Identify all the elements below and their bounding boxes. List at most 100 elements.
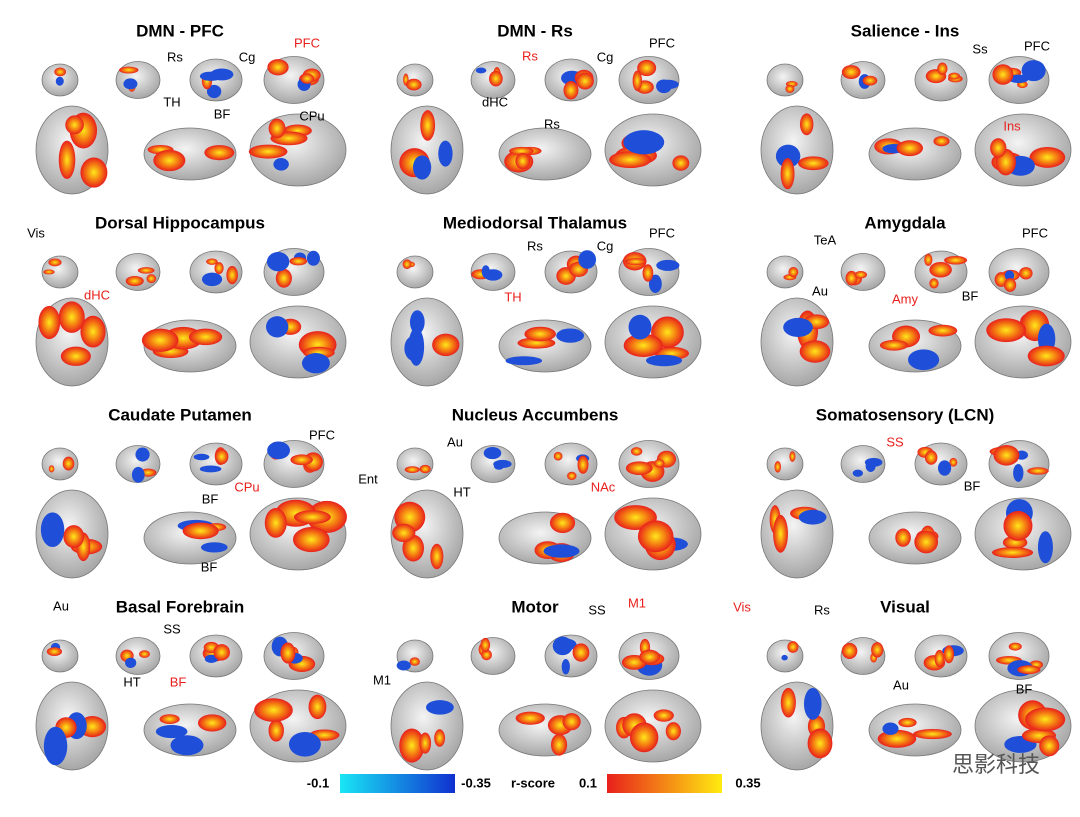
- negative-blob: [781, 654, 788, 661]
- brain-view: [766, 63, 804, 97]
- positive-blob: [1027, 467, 1049, 475]
- negative-blob: [408, 327, 425, 366]
- region-label: HT: [123, 674, 140, 689]
- positive-blob: [637, 59, 657, 77]
- positive-blob: [799, 340, 831, 363]
- colorbar-pos-max: 0.35: [735, 775, 760, 790]
- panel-title: Nucleus Accumbens: [452, 405, 619, 424]
- positive-blob: [898, 717, 917, 728]
- region-label: PFC: [294, 35, 320, 50]
- positive-blob: [642, 264, 654, 282]
- region-label: BF: [170, 674, 187, 689]
- brain-view: [115, 61, 161, 99]
- negative-blob: [483, 447, 502, 460]
- positive-blob: [119, 66, 139, 74]
- positive-blob: [402, 259, 412, 270]
- positive-blob: [896, 140, 924, 157]
- positive-blob: [63, 525, 85, 548]
- negative-blob: [556, 328, 585, 343]
- negative-blob: [206, 84, 222, 99]
- positive-blob: [159, 714, 180, 724]
- panel: DMN - Rs Rs dHC Cg PFC Rs: [390, 21, 702, 195]
- brain-view: [470, 445, 516, 483]
- positive-blob: [625, 258, 647, 266]
- positive-blob: [48, 465, 55, 473]
- region-label: PFC: [649, 35, 675, 50]
- region-label: TH: [504, 289, 521, 304]
- positive-blob: [1025, 707, 1066, 732]
- panel-title: Dorsal Hippocampus: [95, 213, 265, 232]
- region-label: TH: [163, 94, 180, 109]
- negative-blob: [623, 130, 665, 155]
- brain-view: [840, 445, 886, 483]
- negative-blob: [882, 722, 899, 735]
- negative-blob: [505, 356, 543, 366]
- positive-blob: [226, 265, 238, 285]
- positive-blob: [480, 637, 491, 653]
- positive-blob: [146, 274, 157, 284]
- region-label: Amy: [892, 291, 919, 306]
- region-label: Cg: [239, 49, 256, 64]
- positive-blob: [289, 257, 308, 266]
- positive-blob: [943, 645, 955, 664]
- negative-blob: [266, 316, 289, 338]
- positive-blob: [928, 324, 958, 337]
- positive-blob: [139, 650, 150, 658]
- brain-view: [766, 255, 804, 289]
- positive-blob: [841, 65, 861, 80]
- negative-blob: [1004, 270, 1015, 281]
- region-label: Vis: [733, 599, 751, 614]
- panel-title: Motor: [511, 597, 559, 616]
- positive-blob: [992, 64, 1014, 85]
- negative-blob: [775, 144, 801, 168]
- panel: Dorsal Hippocampus Vis dHC: [27, 213, 347, 387]
- positive-blob: [141, 328, 179, 352]
- brain-view: [143, 511, 237, 565]
- region-label: CPu: [299, 108, 324, 123]
- positive-blob: [300, 73, 315, 84]
- positive-blob: [629, 722, 659, 753]
- negative-blob: [123, 78, 138, 90]
- negative-blob: [301, 353, 330, 374]
- positive-blob: [789, 451, 796, 462]
- region-label: Rs: [544, 116, 560, 131]
- positive-blob: [60, 346, 91, 366]
- positive-blob: [551, 733, 568, 756]
- positive-blob: [625, 461, 653, 476]
- panel: Somatosensory (LCN) SS BF: [760, 405, 1072, 579]
- negative-blob: [493, 462, 505, 470]
- positive-blob: [1029, 147, 1066, 168]
- negative-blob: [170, 735, 204, 756]
- positive-blob: [293, 510, 331, 524]
- positive-blob: [197, 714, 227, 732]
- positive-blob: [524, 326, 556, 342]
- region-label: Rs: [167, 49, 183, 64]
- negative-blob: [55, 76, 64, 86]
- positive-blob: [672, 155, 690, 171]
- positive-blob: [280, 642, 296, 664]
- positive-blob: [48, 258, 62, 267]
- positive-blob: [862, 75, 878, 86]
- region-label: Ss: [972, 41, 988, 56]
- negative-blob: [475, 67, 487, 74]
- region-label: Cg: [597, 238, 614, 253]
- region-label: Ins: [1003, 118, 1021, 133]
- region-label: BF: [214, 106, 231, 121]
- region-label: PFC: [649, 225, 675, 240]
- negative-blob: [200, 542, 228, 553]
- positive-blob: [1004, 278, 1017, 292]
- negative-blob: [1008, 74, 1029, 84]
- positive-blob: [58, 301, 85, 333]
- negative-blob: [628, 314, 652, 340]
- region-label: BF: [964, 478, 981, 493]
- panel: Salience - Ins Ss PFC Ins: [760, 21, 1072, 195]
- negative-blob: [40, 512, 65, 548]
- negative-blob: [266, 252, 290, 272]
- positive-blob: [204, 145, 235, 161]
- positive-blob: [38, 305, 61, 340]
- brain-view: [41, 639, 79, 673]
- positive-blob: [807, 728, 833, 759]
- panel-title: Visual: [880, 597, 930, 616]
- negative-blob: [273, 157, 289, 171]
